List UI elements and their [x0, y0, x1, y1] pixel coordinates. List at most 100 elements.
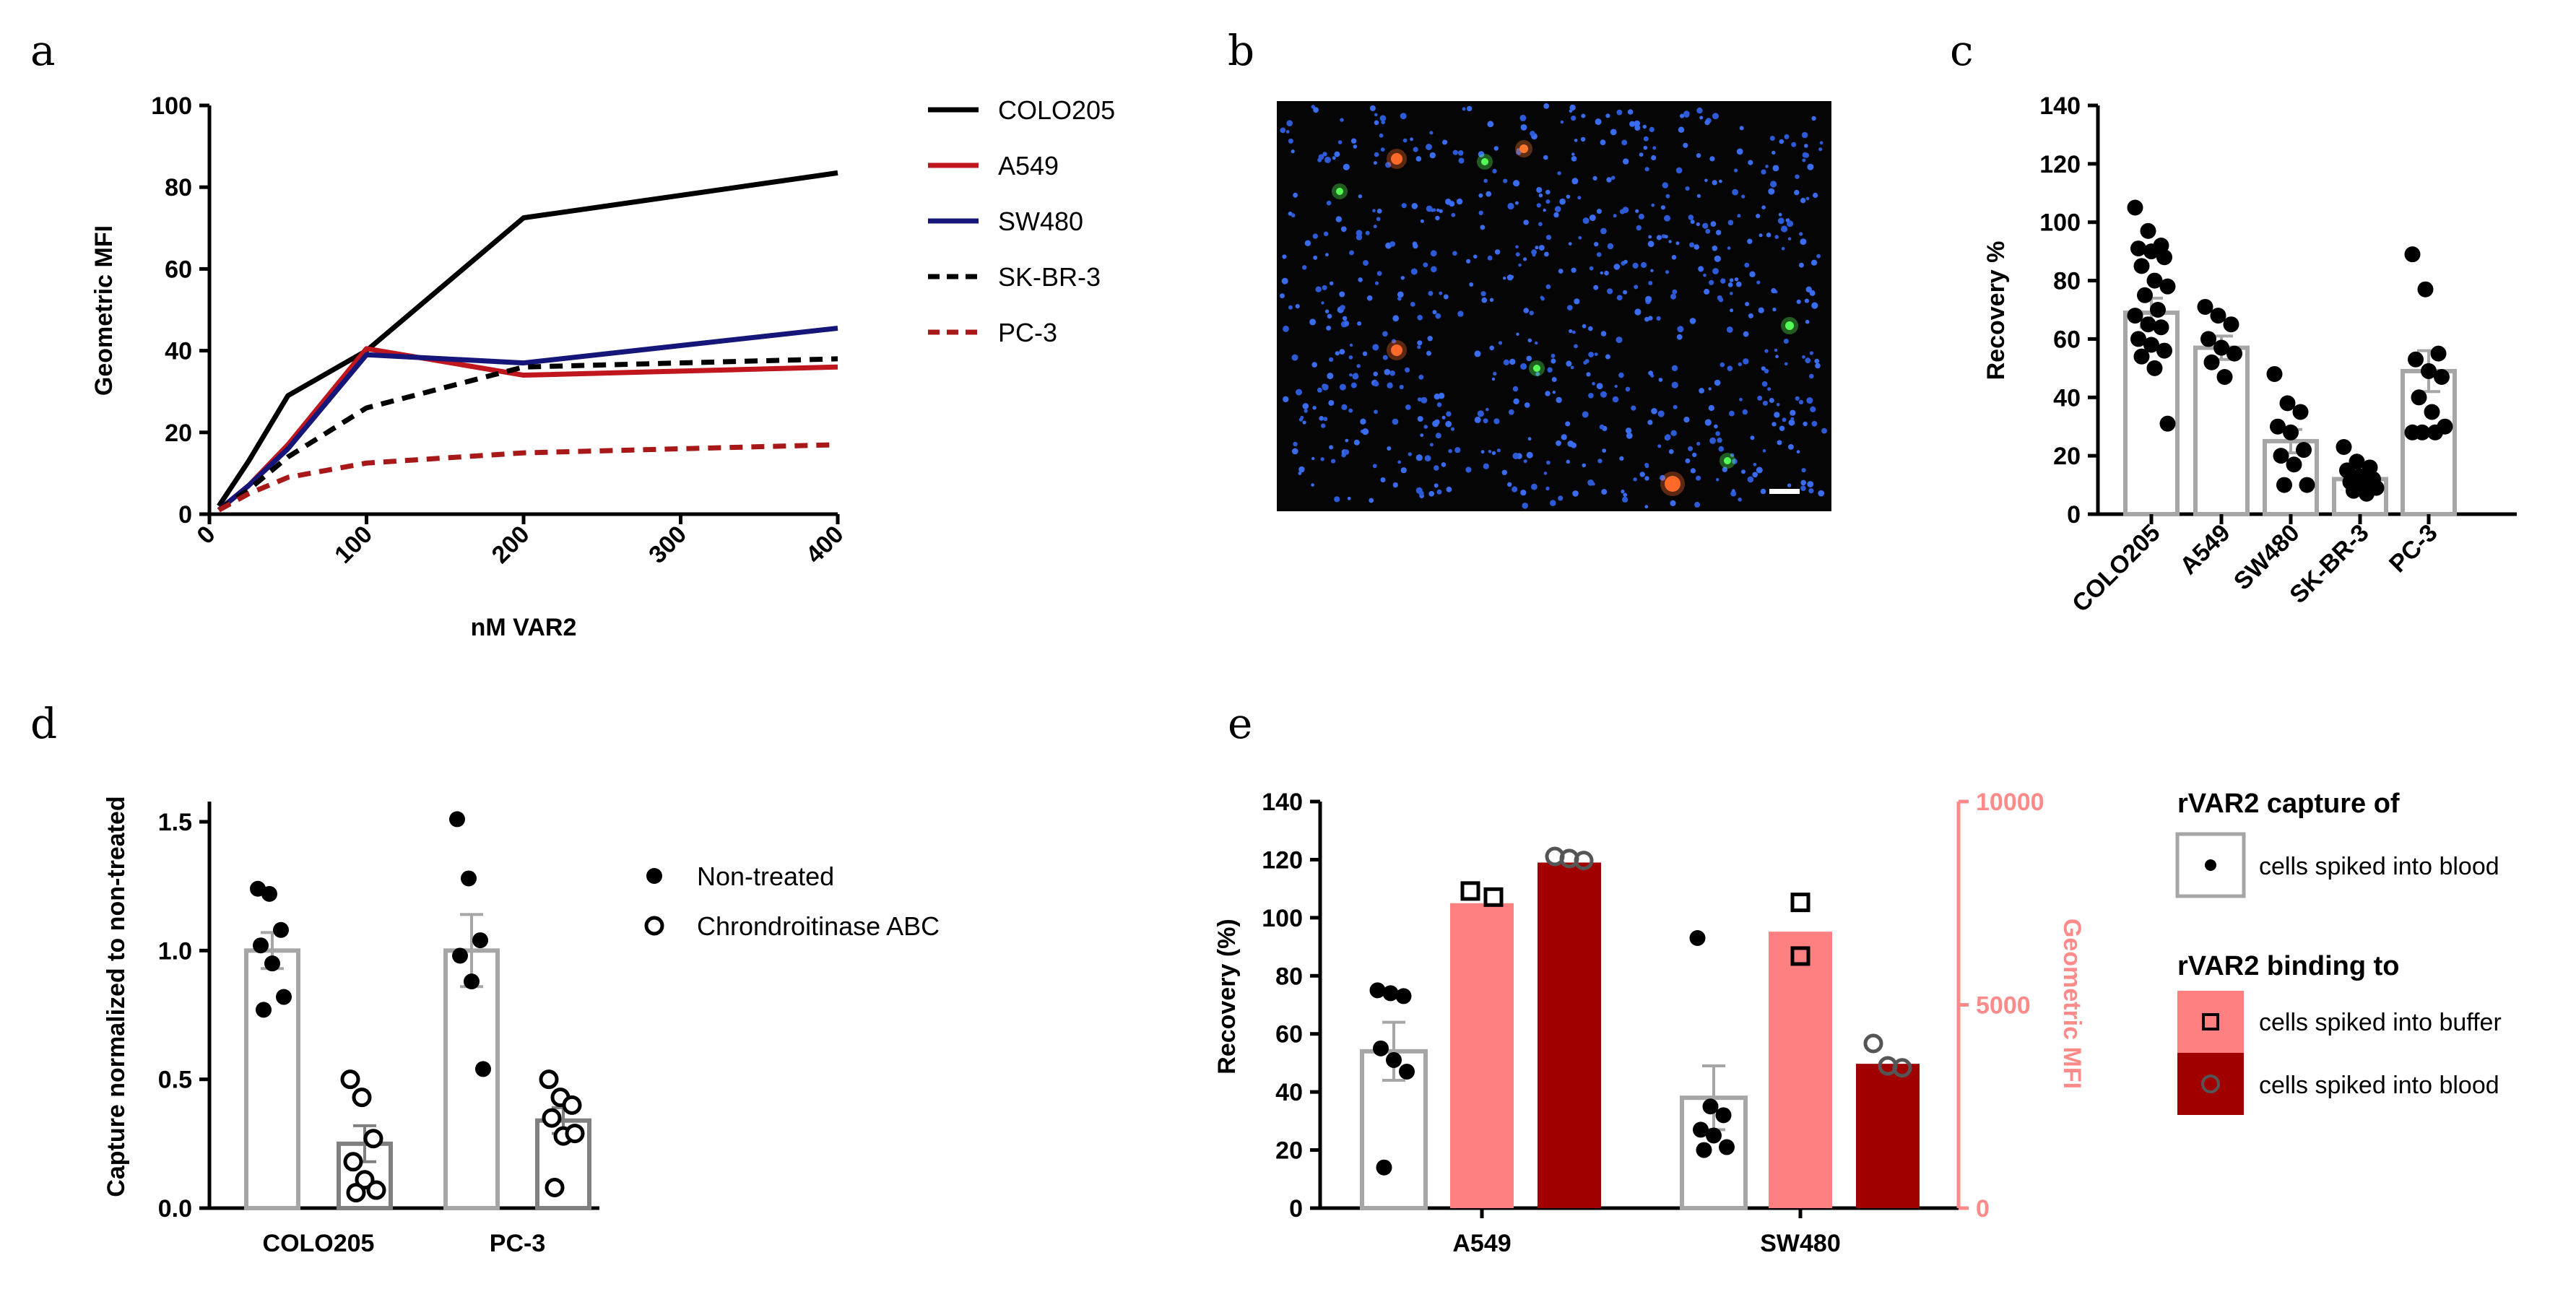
blue-nucleus	[1372, 344, 1379, 351]
blue-nucleus	[1423, 262, 1428, 268]
blue-nucleus	[1788, 444, 1794, 450]
c-point-sw480	[2276, 477, 2292, 493]
a-ytick-label: 80	[165, 174, 192, 201]
blue-nucleus	[1397, 291, 1404, 298]
blue-nucleus	[1478, 151, 1485, 157]
blue-nucleus	[1478, 193, 1483, 198]
blue-nucleus	[1683, 417, 1690, 423]
c-point-sw480	[2279, 395, 2296, 412]
blue-nucleus	[1645, 295, 1652, 303]
blue-nucleus	[1418, 490, 1424, 496]
blue-nucleus	[1557, 171, 1561, 175]
blue-nucleus	[1363, 260, 1369, 266]
blue-nucleus	[1293, 192, 1298, 198]
blue-nucleus	[1736, 281, 1742, 287]
blue-nucleus	[1501, 469, 1507, 475]
blue-nucleus	[1446, 486, 1452, 492]
blue-nucleus	[1283, 326, 1289, 332]
blue-nucleus	[1328, 400, 1335, 406]
blue-nucleus	[1413, 243, 1418, 249]
blue-nucleus	[1593, 285, 1599, 290]
blue-nucleus	[1331, 459, 1336, 464]
blue-nucleus	[1642, 124, 1647, 129]
blue-nucleus	[1473, 254, 1478, 259]
blue-nucleus	[1574, 139, 1578, 142]
d-xtick-label-pc-3: PC-3	[490, 1230, 545, 1257]
blue-nucleus	[1638, 213, 1644, 220]
e-point-recovery-a549	[1369, 982, 1386, 999]
blue-nucleus	[1607, 288, 1613, 295]
blue-nucleus	[1806, 397, 1813, 404]
c-point-a549	[2200, 331, 2216, 347]
blue-nucleus	[1302, 403, 1309, 409]
blue-nucleus	[1781, 247, 1785, 251]
blue-nucleus	[1469, 282, 1474, 287]
blue-nucleus	[1515, 252, 1520, 257]
blue-nucleus	[1616, 295, 1623, 301]
blue-nucleus	[1545, 189, 1551, 195]
d-point-non-treated	[452, 947, 468, 964]
c-point-pc-3	[2404, 246, 2421, 263]
blue-nucleus	[1362, 428, 1369, 435]
blue-nucleus	[1434, 394, 1441, 400]
blue-nucleus	[1814, 358, 1819, 364]
blue-nucleus	[1671, 365, 1678, 371]
blue-nucleus	[1599, 424, 1605, 430]
blue-nucleus	[1732, 489, 1735, 492]
blue-nucleus	[1402, 138, 1408, 143]
blue-nucleus	[1328, 357, 1334, 363]
blue-nucleus	[1800, 485, 1806, 491]
blue-nucleus	[1291, 213, 1296, 218]
blue-nucleus	[1334, 496, 1340, 503]
blue-nucleus	[1664, 214, 1670, 222]
c-point-pc-3	[2408, 351, 2424, 368]
blue-nucleus	[1474, 350, 1481, 357]
blue-nucleus	[1696, 153, 1701, 158]
blue-nucleus	[1607, 243, 1614, 250]
blue-nucleus	[1596, 252, 1602, 257]
c-point-a549	[2203, 354, 2220, 370]
blue-nucleus	[1787, 483, 1792, 487]
blue-nucleus	[1719, 362, 1725, 368]
blue-nucleus	[1594, 352, 1598, 356]
a-ytick-label: 20	[165, 420, 192, 447]
blue-nucleus	[1527, 437, 1532, 441]
legend-e-title-binding: rVAR2 binding to	[2177, 951, 2400, 981]
e-point-recovery-a549	[1373, 1040, 1389, 1056]
blue-nucleus	[1689, 242, 1695, 248]
c-point-a549	[2223, 316, 2239, 333]
green-cell	[1785, 321, 1794, 330]
blue-nucleus	[1675, 241, 1680, 246]
blue-nucleus	[1420, 433, 1424, 438]
legend-d-chondroitinase: Chrondroitinase ABC	[697, 911, 940, 941]
blue-nucleus	[1790, 417, 1795, 421]
blue-nucleus	[1569, 329, 1573, 334]
blue-nucleus	[1788, 419, 1795, 426]
blue-nucleus	[1688, 446, 1694, 451]
blue-nucleus	[1325, 253, 1329, 257]
blue-nucleus	[1535, 372, 1540, 376]
blue-nucleus	[1718, 446, 1725, 452]
blue-nucleus	[1417, 340, 1423, 346]
blue-nucleus	[1489, 345, 1494, 351]
blue-nucleus	[1348, 355, 1353, 360]
blue-nucleus	[1572, 490, 1579, 497]
d-point-chrondroitinase-abc	[340, 1069, 360, 1090]
d-point-non-treated	[461, 870, 477, 887]
c-ytick-label: 40	[2053, 384, 2081, 412]
a-ytick-label: 60	[165, 256, 192, 283]
blue-nucleus	[1752, 472, 1758, 478]
blue-nucleus	[1644, 316, 1649, 322]
green-cell	[1481, 158, 1488, 165]
blue-nucleus	[1400, 113, 1407, 120]
blue-nucleus	[1298, 466, 1305, 473]
blue-nucleus	[1494, 249, 1501, 255]
blue-nucleus	[1432, 208, 1436, 212]
blue-nucleus	[1372, 464, 1377, 469]
blue-nucleus	[1574, 344, 1578, 349]
blue-nucleus	[1445, 199, 1452, 205]
blue-nucleus	[1410, 268, 1418, 275]
blue-nucleus	[1570, 365, 1574, 370]
blue-nucleus	[1647, 240, 1655, 248]
d-point-chrondroitinase-abc	[565, 1124, 585, 1144]
